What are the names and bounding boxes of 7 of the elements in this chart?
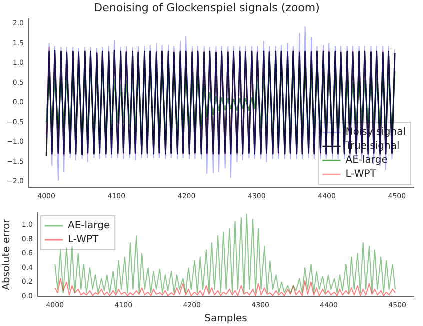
x-axis-title: Samples xyxy=(204,314,248,325)
y-axis-title: Absolute error xyxy=(2,218,13,290)
legend-label: AE-large xyxy=(346,155,388,166)
legend-label: L-WPT xyxy=(68,234,100,246)
legend-label: L-WPT xyxy=(346,169,378,180)
legend-label: AE-large xyxy=(68,220,110,232)
chart-title: Denoising of Glockenspiel signals (zoom) xyxy=(94,1,320,14)
